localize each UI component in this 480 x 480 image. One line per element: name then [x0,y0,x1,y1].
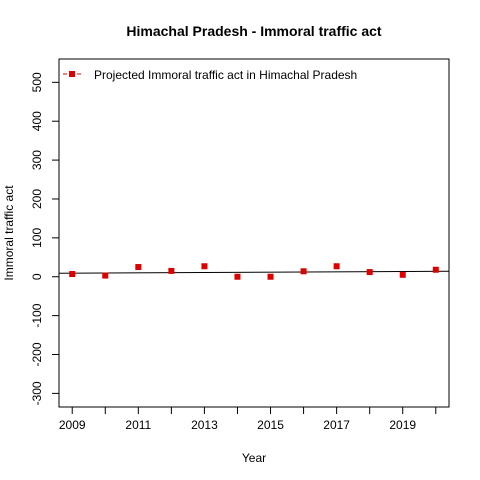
x-tick-label-2019: 2019 [389,418,416,432]
y-tick-label--300: -300 [30,381,44,405]
y-axis: -300 -200 -100 0 100 200 300 400 500 [30,72,59,405]
y-tick-label-100: 100 [30,228,44,248]
y-tick-label-0: 0 [30,273,44,280]
data-point-2017 [333,263,340,270]
data-point-2011 [135,264,142,271]
data-points [69,263,439,280]
x-tick-label-2011: 2011 [125,418,151,432]
y-tick-label-500: 500 [30,72,44,92]
data-point-2009 [69,271,76,278]
y-tick-label--100: -100 [30,303,44,327]
data-point-2013 [201,263,208,270]
legend-label: Projected Immoral traffic act in Himacha… [94,68,357,82]
data-point-2019 [399,271,406,278]
data-point-2018 [366,269,373,276]
data-point-2015 [267,273,274,280]
x-axis-label: Year [242,451,266,465]
data-point-2010 [102,272,109,279]
plot-frame [58,58,450,408]
x-tick-label-2013: 2013 [191,418,218,432]
y-tick-label-400: 400 [30,111,44,131]
x-axis: 2009 2011 2013 2015 2017 2019 [59,407,437,432]
y-tick-label-200: 200 [30,189,44,209]
data-point-2014 [234,273,241,280]
legend: Projected Immoral traffic act in Himacha… [63,68,357,82]
data-point-2012 [168,267,175,274]
y-axis-label: Immoral traffic act [2,185,16,281]
data-point-2016 [300,268,307,275]
legend-marker [69,71,75,77]
y-tick-label-300: 300 [30,150,44,170]
x-tick-label-2009: 2009 [59,418,86,432]
chart-title: Himachal Pradesh - Immoral traffic act [126,23,382,39]
x-tick-label-2017: 2017 [323,418,350,432]
trend-line [58,270,450,274]
data-point-2020 [432,266,439,273]
x-tick-label-2015: 2015 [257,418,284,432]
y-tick-label--200: -200 [30,342,44,366]
